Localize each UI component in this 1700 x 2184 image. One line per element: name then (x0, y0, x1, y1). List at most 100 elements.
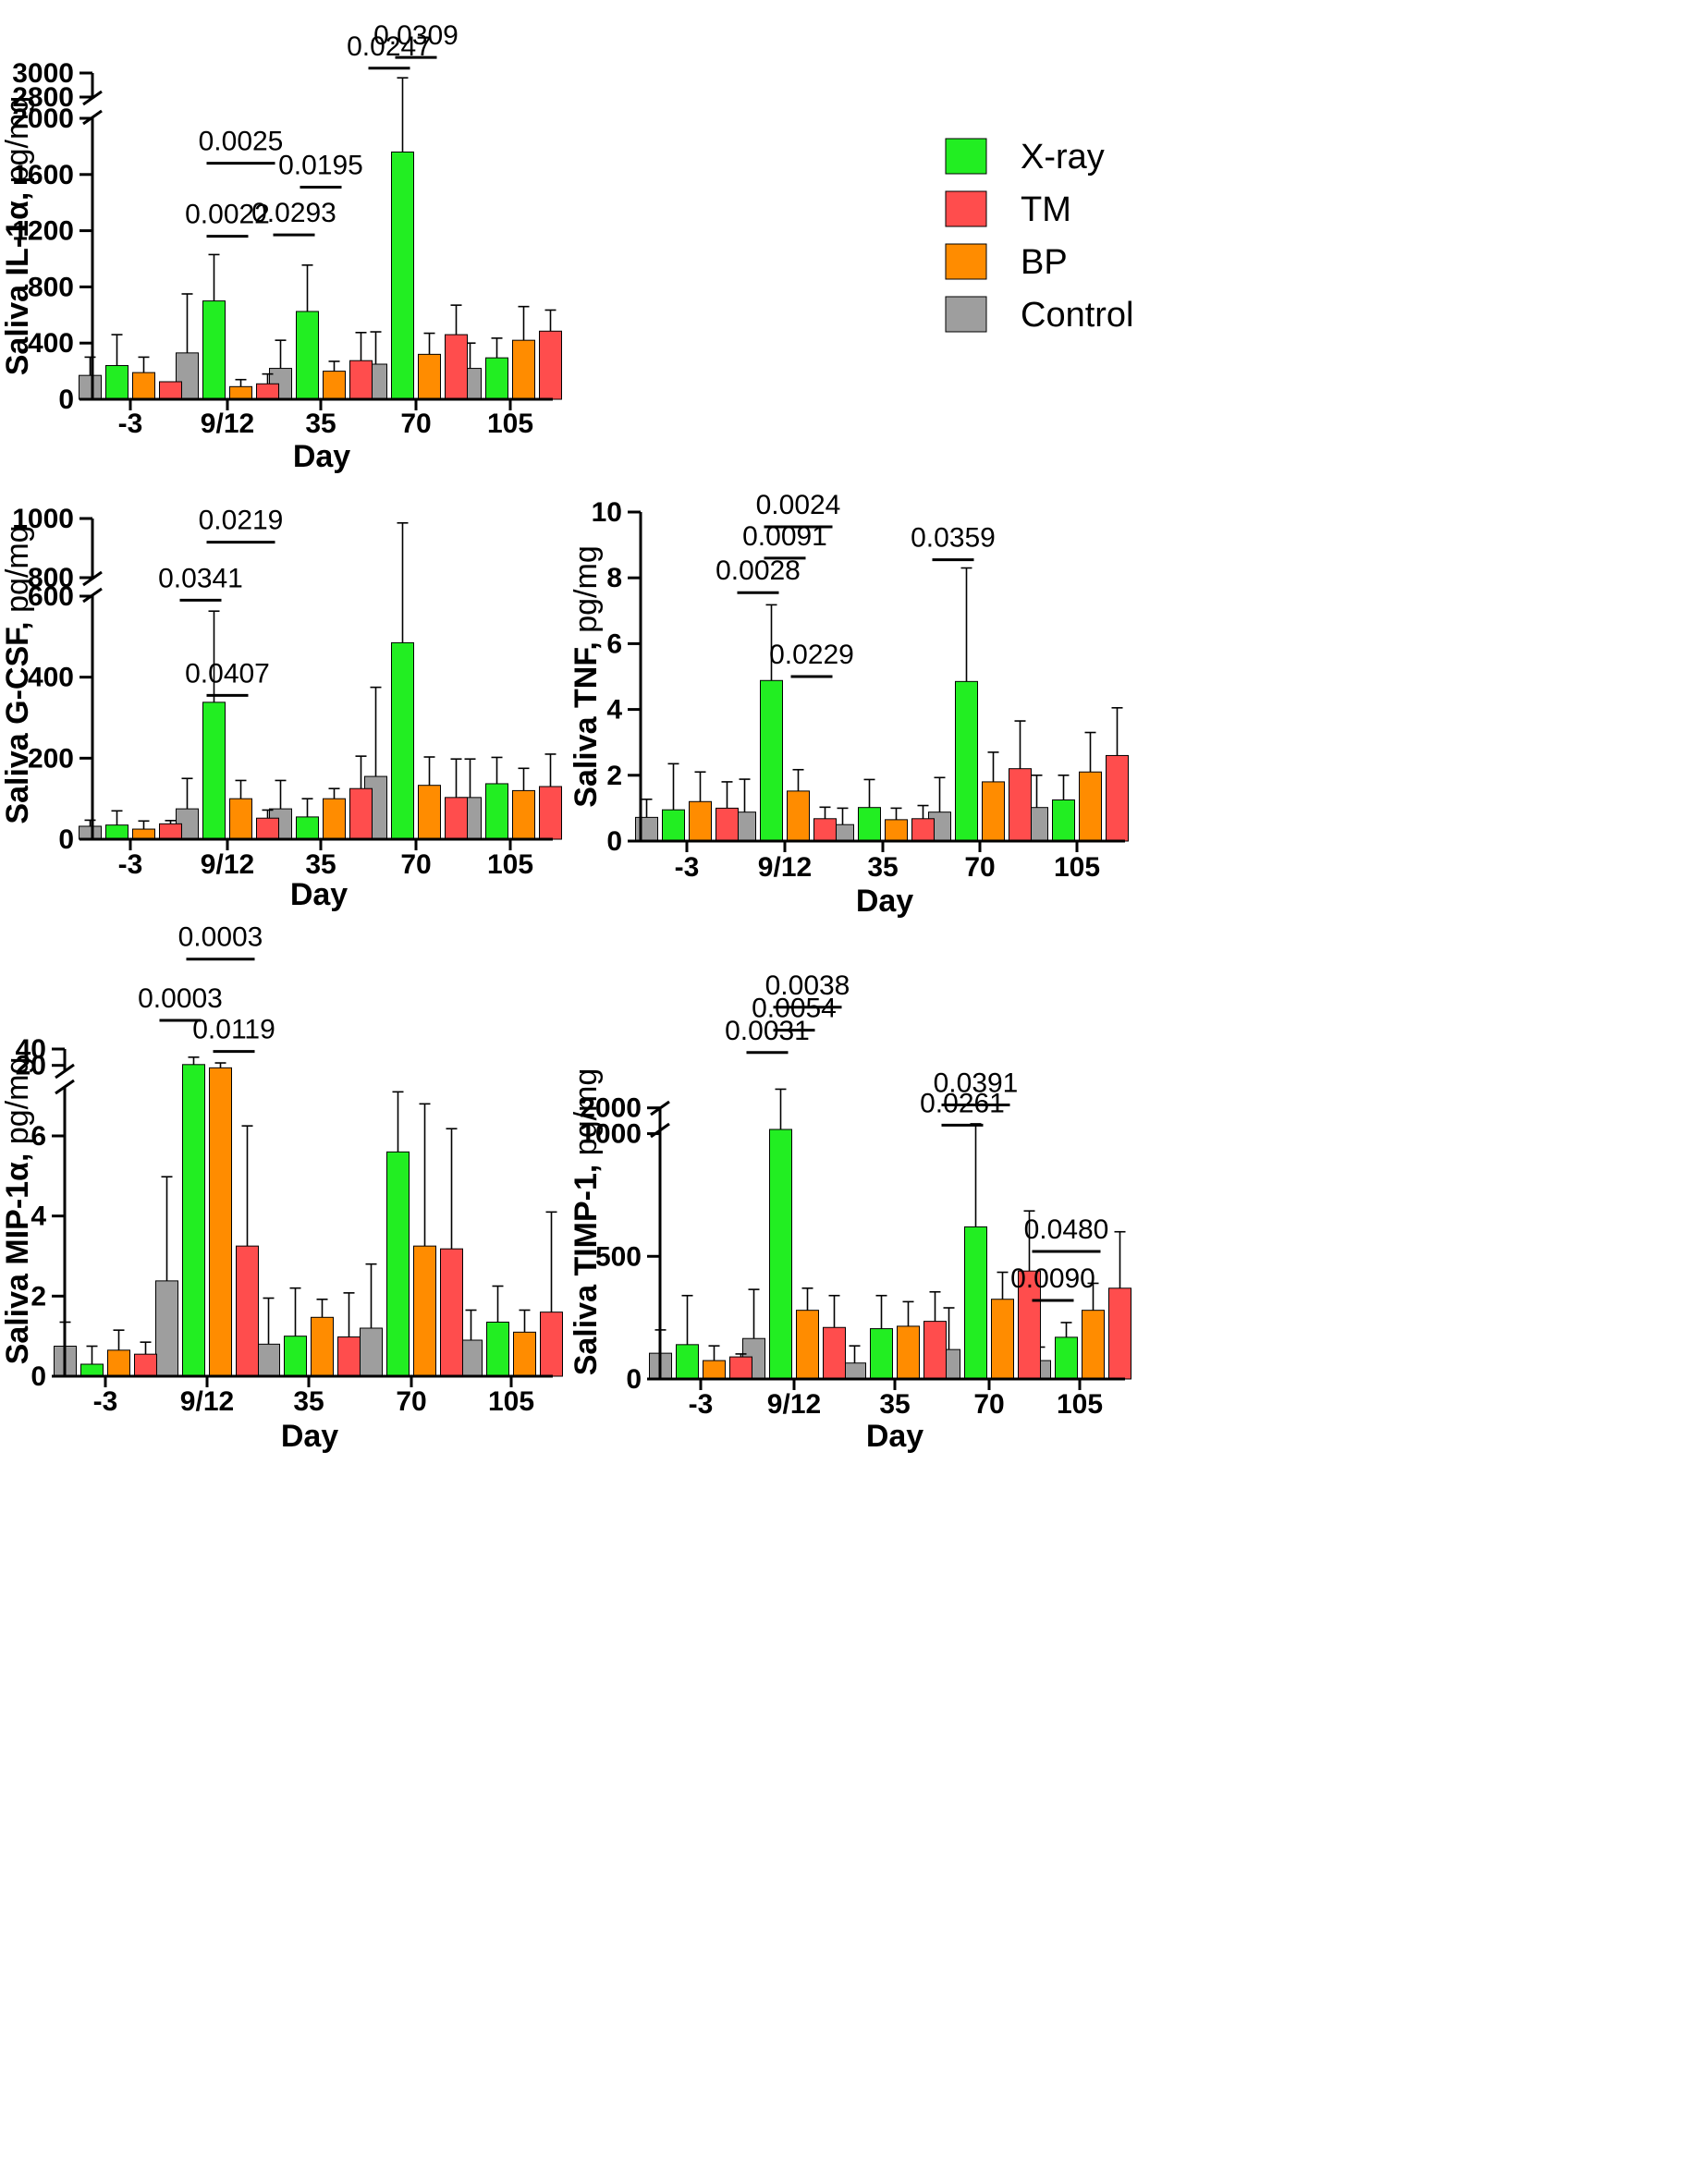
bar-tm-0 (729, 1356, 752, 1380)
bar-tm-1 (823, 1326, 846, 1380)
y-tick-label: 3000 (12, 58, 74, 89)
bar-xray-2 (858, 807, 881, 842)
p-value-label: 0.0054 (752, 994, 837, 1024)
x-tick-label: -3 (689, 1389, 714, 1420)
p-value-label: 0.0195 (278, 150, 363, 180)
bar-tm-3 (440, 1248, 463, 1377)
y-axis-title-unit: pg/mg (569, 1068, 604, 1165)
y-tick-label: 2000 (12, 104, 74, 134)
bar-bp-4 (512, 339, 535, 400)
y-axis-title: Saliva IL-1α, pg/mg (0, 96, 35, 376)
p-value-label: 0.0022 (185, 200, 270, 230)
y-axis-title: Saliva MIP-1α, pg/mg (0, 1057, 35, 1365)
y-tick-label: 0 (58, 824, 74, 855)
p-value-label: 0.0003 (138, 983, 223, 1014)
p-value-label: 0.0025 (199, 127, 284, 157)
bar-xray-1 (202, 300, 226, 400)
x-axis-title: Day (281, 1419, 338, 1454)
y-tick-label: 40 (16, 1034, 46, 1065)
bar-tm-2 (337, 1336, 361, 1377)
bar-bp-3 (418, 785, 441, 840)
bar-bp-4 (1082, 1310, 1105, 1380)
legend-swatch-xray (945, 138, 987, 175)
bar-xray-4 (1052, 799, 1075, 842)
legend: X-ray TM BP Control (945, 138, 1134, 335)
bar-tm-2 (923, 1321, 947, 1380)
bar-xray-4 (485, 357, 508, 400)
bar-xray-4 (486, 1322, 509, 1377)
bar-bp-4 (513, 1331, 536, 1377)
bar-xray-3 (391, 151, 414, 400)
y-axis-title-unit: pg/mg (0, 96, 35, 192)
bar-xray-2 (870, 1328, 893, 1380)
p-value-label: 0.0038 (765, 970, 850, 1001)
bar-xray-3 (964, 1226, 987, 1380)
x-tick-label: 105 (487, 849, 533, 880)
legend-label: Control (1021, 296, 1134, 335)
axis-break-mark (55, 1063, 75, 1080)
x-tick-label: 70 (400, 409, 431, 439)
legend-label: BP (1021, 243, 1068, 282)
y-axis-title-name: Saliva MIP-1α, (0, 1153, 35, 1365)
bar-xray-3 (391, 641, 414, 840)
p-value-label: 0.0028 (715, 555, 801, 586)
x-tick-label: 70 (964, 852, 995, 883)
bar-bp-0 (107, 1349, 130, 1377)
bar-bp-4 (1079, 771, 1102, 842)
p-value-label: 0.0090 (1010, 1263, 1095, 1294)
x-tick-label: 35 (293, 1386, 324, 1417)
bar-control-2 (257, 1343, 280, 1377)
p-value-label: 0.0219 (199, 506, 284, 536)
y-tick-label: 1000 (12, 504, 74, 534)
bar-tm-2 (349, 360, 373, 400)
legend-label: X-ray (1021, 138, 1105, 177)
p-value-label: 0.0261 (920, 1088, 1005, 1118)
y-tick-label: 2000 (580, 1093, 642, 1124)
y-tick-label: 1200 (12, 216, 74, 247)
bar-tm-1 (256, 383, 279, 400)
bar-bp-4 (512, 789, 535, 840)
y-tick-label: 1600 (12, 160, 74, 190)
x-axis-title: Day (293, 439, 350, 474)
legend-swatch-control (945, 296, 987, 333)
y-tick-label: 6 (31, 1121, 46, 1152)
chart-tnf: 0 2 4 6 8 10 -3 9/12 35 70 105 Day Saliva TNF, pg/mg… (569, 490, 1129, 919)
bar-tm-3 (445, 334, 468, 400)
bar-bp-2 (323, 371, 346, 400)
bar-tm-0 (159, 381, 182, 400)
x-tick-label: 70 (400, 849, 431, 880)
p-value-label: 0.0247 (347, 31, 432, 62)
bar-bp-0 (689, 800, 712, 842)
x-tick-label: 9/12 (201, 849, 254, 880)
p-value-label: 0.0293 (251, 198, 336, 228)
p-value-label: 0.0341 (158, 563, 243, 593)
bar-bp-3 (418, 353, 441, 400)
bar-bp-1 (787, 790, 810, 842)
p-value-label: 0.0407 (185, 658, 270, 689)
bar-bp-1 (209, 1067, 232, 1377)
bar-xray-3 (955, 680, 978, 842)
p-value-label: 0.0091 (742, 521, 827, 552)
y-axis-title: Saliva TIMP-1, pg/mg (569, 1068, 604, 1376)
x-axis-title: Day (866, 1419, 923, 1454)
y-axis-title: Saliva G-CSF, pg/mg (0, 525, 35, 824)
bar-xray-1 (769, 1129, 792, 1380)
x-tick-label: 35 (305, 409, 336, 439)
p-value-label: 0.0119 (192, 1015, 275, 1045)
x-tick-label: -3 (675, 852, 700, 883)
x-tick-label: 105 (1054, 852, 1100, 883)
bar-tm-1 (256, 817, 279, 840)
bar-tm-3 (445, 797, 468, 840)
x-axis-title: Day (856, 884, 913, 919)
x-tick-label: -3 (118, 409, 143, 439)
x-tick-label: 105 (488, 1386, 534, 1417)
y-tick-label: 0 (606, 826, 622, 857)
y-tick-label: 400 (28, 663, 74, 693)
y-tick-label: 20 (16, 1051, 46, 1081)
bar-xray-0 (662, 809, 685, 842)
bar-xray-0 (676, 1344, 699, 1380)
bar-bp-1 (229, 385, 252, 400)
x-tick-label: 9/12 (180, 1386, 234, 1417)
